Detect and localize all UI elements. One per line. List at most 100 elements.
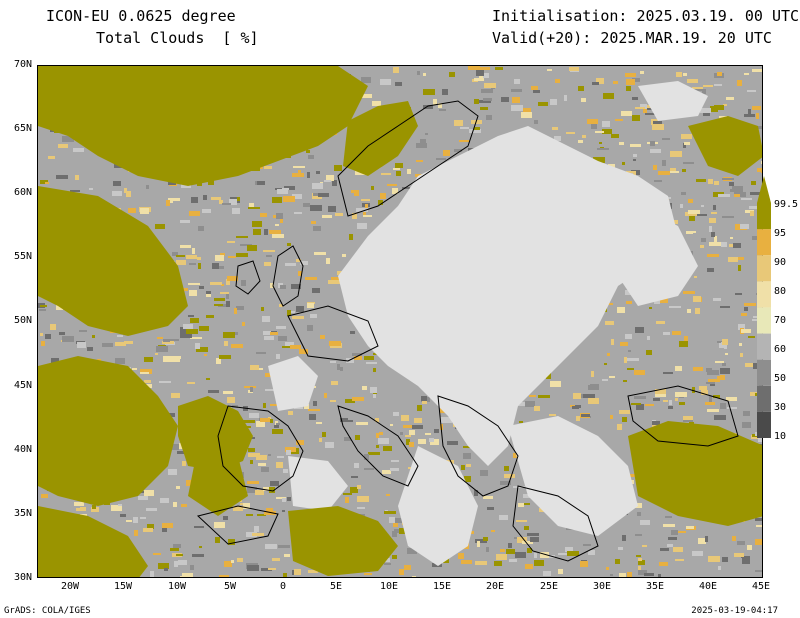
cloud-speck — [273, 215, 278, 218]
cloud-speck — [223, 516, 228, 520]
cloud-speck — [264, 229, 268, 235]
cloud-speck — [433, 577, 437, 578]
cloud-speck — [219, 200, 223, 204]
cloud-speck — [313, 226, 321, 231]
cloud-speck — [708, 179, 713, 184]
cloud-speck — [762, 568, 763, 571]
cloud-speck — [102, 343, 113, 347]
cloud-speck — [332, 180, 337, 186]
cloud-speck — [469, 129, 481, 133]
cloud-speck — [169, 339, 179, 341]
cloud-speck — [670, 151, 682, 157]
cloud-speck — [588, 385, 599, 390]
cloud-speck — [533, 90, 540, 93]
cloud-speck — [146, 508, 157, 511]
cloud-speck — [487, 507, 494, 510]
cloud-speck — [511, 89, 522, 92]
cloud-speck — [368, 452, 380, 455]
cloud-speck — [755, 539, 762, 545]
cloud-speck — [750, 211, 754, 216]
cloud-speck — [717, 341, 721, 343]
cloud-speck — [670, 168, 676, 171]
colorbar-label-95: 95 — [774, 228, 787, 239]
cloud-speck — [363, 215, 372, 217]
cloud-speck — [189, 211, 200, 216]
cloud-speck — [610, 415, 613, 419]
cloud-speck — [132, 368, 137, 370]
cloud-speck — [306, 150, 310, 153]
cloud-speck — [348, 420, 353, 422]
cloud-speck — [534, 560, 544, 566]
cloud-speck — [402, 187, 410, 189]
cloud-speck — [654, 180, 662, 182]
cloud-speck — [256, 455, 267, 460]
cloud-speck — [663, 332, 670, 335]
cloud-speck — [440, 417, 452, 423]
cloud-speck — [744, 114, 755, 117]
cloud-speck — [737, 541, 745, 545]
cloud-cover-map — [37, 65, 763, 578]
cloud-speck — [128, 208, 136, 213]
cloud-speck — [343, 493, 352, 495]
colorbar-label-30: 30 — [774, 402, 787, 413]
cloud-speck — [741, 556, 750, 558]
cloud-speck — [292, 173, 304, 177]
cloud-speck — [623, 380, 627, 382]
cloud-speck — [236, 236, 248, 238]
cloud-speck — [504, 474, 515, 478]
cloud-speck — [92, 335, 95, 338]
cloud-speck — [626, 301, 632, 304]
cloud-speck — [692, 551, 703, 556]
lon-label-10w: 10W — [167, 581, 187, 592]
cloud-speck — [45, 334, 51, 339]
cloud-speck — [517, 537, 527, 543]
lon-label-20w: 20W — [60, 581, 80, 592]
cloud-speck — [89, 188, 93, 190]
cloud-speck — [647, 105, 652, 108]
cloud-speck — [576, 416, 580, 421]
cloud-speck — [124, 341, 133, 344]
cloud-speck — [701, 238, 706, 242]
cloud-speck — [470, 531, 474, 534]
cloud-speck — [406, 439, 410, 445]
cloud-speck — [697, 214, 707, 216]
cloud-speck — [602, 121, 610, 127]
cloud-speck — [683, 73, 687, 76]
cloud-speck — [501, 97, 509, 102]
cloud-speck — [438, 103, 442, 108]
cloud-speck — [477, 541, 480, 547]
cloud-speck — [187, 382, 195, 384]
cloud-speck — [263, 331, 271, 335]
cloud-speck — [705, 536, 708, 542]
cloud-speck — [340, 367, 343, 371]
cloud-speck — [734, 194, 740, 197]
cloud-speck — [454, 120, 463, 126]
cloud-speck — [56, 175, 68, 179]
cloud-speck — [423, 89, 435, 95]
lon-label-45e: 45E — [751, 581, 771, 592]
coastlines — [196, 100, 739, 562]
cloud-speck — [228, 539, 235, 545]
cloud-speck — [157, 337, 163, 339]
cloud-speck — [709, 218, 716, 223]
cloud-speck — [392, 555, 397, 559]
cloud-speck — [386, 494, 390, 496]
cloud-speck — [356, 422, 368, 425]
cloud-speck — [675, 398, 678, 401]
cloud-speck — [170, 444, 179, 450]
cloud-speck — [744, 73, 749, 75]
cloud-speck — [663, 372, 673, 374]
cloud-speck — [330, 400, 336, 402]
cloud-speck — [720, 368, 730, 374]
cloud-speck — [313, 401, 317, 406]
cloud-speck — [671, 530, 678, 535]
cloud-speck — [739, 343, 742, 346]
cloud-speck — [514, 79, 520, 84]
cloud-speck — [468, 66, 480, 70]
cloud-speck — [474, 78, 484, 81]
cloud-speck — [633, 154, 637, 157]
cloud-speck — [549, 414, 556, 416]
cloud-speck — [701, 390, 708, 395]
cloud-speck — [659, 298, 668, 303]
cloud-speck — [484, 83, 496, 88]
